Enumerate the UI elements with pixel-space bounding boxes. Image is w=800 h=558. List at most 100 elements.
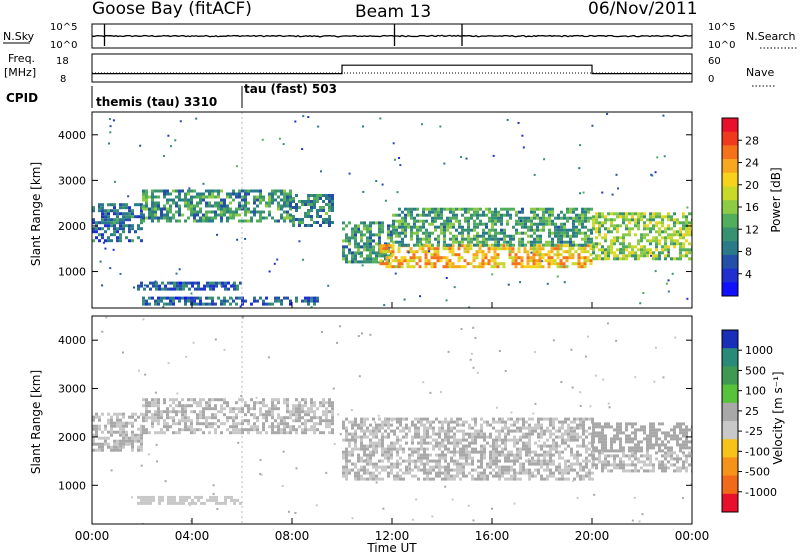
power-cell-5 <box>563 228 566 232</box>
power-cell-1 <box>145 216 148 220</box>
power-cell-5 <box>461 228 464 232</box>
power-cell-1 <box>166 216 169 220</box>
power-cell-4 <box>454 253 458 257</box>
velocity-cell-1 <box>304 419 307 423</box>
power-cell-5 <box>569 240 572 244</box>
power-cell-4 <box>463 247 467 251</box>
velocity-colorbar-segment-3 <box>722 384 738 404</box>
velocity-cell-2 <box>372 447 375 451</box>
velocity-cell-3 <box>673 437 676 441</box>
power-cell-5 <box>548 216 551 220</box>
power-cell-5 <box>578 213 581 217</box>
power-noise-dot <box>143 284 146 287</box>
power-cell-5 <box>542 225 545 229</box>
velocity-cell-2 <box>366 453 369 457</box>
power-cell-4 <box>583 250 587 254</box>
power-cell-4 <box>553 253 557 257</box>
velocity-cell-2 <box>543 417 546 421</box>
velocity-cell-1 <box>283 428 286 432</box>
velocity-cell-4 <box>676 469 679 473</box>
power-cell-6 <box>652 251 655 255</box>
power-cell-5 <box>464 228 467 232</box>
power-cell-5 <box>584 207 587 211</box>
power-cell-4 <box>547 256 551 260</box>
velocity-cell-2 <box>342 453 345 457</box>
power-cell-0 <box>101 221 104 225</box>
velocity-cell-2 <box>582 417 585 421</box>
velocity-cell-1 <box>274 407 277 411</box>
velocity-colorbar-segment-1 <box>722 348 738 367</box>
velocity-cell-3 <box>679 428 682 432</box>
power-cell-1 <box>277 201 280 205</box>
power-cell-6 <box>646 218 649 222</box>
power-cell-5 <box>440 213 443 217</box>
power-cell-3 <box>375 251 378 255</box>
velocity-cell-2 <box>432 465 435 469</box>
velocity-cell-1 <box>214 422 217 426</box>
freq-left-tick-bottom: 8 <box>60 74 66 85</box>
power-cell-6 <box>682 221 685 225</box>
velocity-cell-1 <box>208 425 211 429</box>
velocity-cell-1 <box>232 431 235 435</box>
power-cell-5 <box>494 243 497 247</box>
velocity-cell-3 <box>679 449 682 453</box>
power-cell-6 <box>601 236 604 240</box>
velocity-cell-2 <box>354 432 357 436</box>
power-cell-5 <box>473 207 476 211</box>
velocity-colorbar-tick-label-5: -100 <box>745 445 770 458</box>
velocity-cell-2 <box>366 459 369 463</box>
velocity-cell-1 <box>322 410 325 414</box>
power-noise-dot <box>361 264 364 267</box>
velocity-noise-dot <box>118 447 121 450</box>
power-cell-4 <box>559 262 563 266</box>
power-noise-dot <box>656 156 659 159</box>
power-cell-6 <box>625 212 628 216</box>
power-cell-2 <box>328 203 331 206</box>
velocity-cell-2 <box>567 444 570 448</box>
velocity-cell-2 <box>387 474 390 478</box>
power-cell-2 <box>331 221 334 224</box>
velocity-cell-2 <box>363 423 366 427</box>
velocity-cell-2 <box>366 471 369 475</box>
velocity-cell-3 <box>598 431 601 435</box>
velocity-cell-2 <box>366 447 369 451</box>
velocity-cell-1 <box>154 413 157 417</box>
velocity-cell-2 <box>564 477 567 481</box>
power-cell-6 <box>637 224 640 228</box>
velocity-cell-1 <box>175 398 178 402</box>
velocity-cell-1 <box>223 407 226 411</box>
velocity-cell-2 <box>549 462 552 466</box>
velocity-cell-3 <box>622 431 625 435</box>
power-cell-1 <box>211 189 214 193</box>
velocity-cell-5 <box>149 501 152 505</box>
velocity-cell-1 <box>145 407 148 411</box>
velocity-cell-3 <box>649 440 652 444</box>
velocity-cell-2 <box>546 477 549 481</box>
power-cell-4 <box>520 265 524 269</box>
power-cell-3 <box>342 251 345 255</box>
power-cell-5 <box>500 231 503 235</box>
power-cell-5 <box>521 231 524 235</box>
power-cell-6 <box>616 224 619 228</box>
power-cell-1 <box>265 204 268 208</box>
velocity-cell-2 <box>411 450 414 454</box>
power-cell-4 <box>379 244 383 248</box>
velocity-cell-1 <box>289 410 292 414</box>
power-cell-6 <box>679 227 682 231</box>
power-cell-6 <box>682 227 685 231</box>
power-cell-5 <box>590 231 593 235</box>
power-cell-0 <box>101 233 104 237</box>
velocity-cell-2 <box>378 465 381 469</box>
velocity-cell-3 <box>613 437 616 441</box>
velocity-cell-2 <box>426 441 429 445</box>
power-cell-5 <box>560 210 563 214</box>
power-cell-4 <box>532 253 536 257</box>
velocity-cell-2 <box>576 426 579 430</box>
velocity-cell-3 <box>595 449 598 453</box>
velocity-cell-4 <box>643 454 646 458</box>
power-cell-1 <box>283 198 286 202</box>
velocity-cell-2 <box>462 474 465 478</box>
power-cell-7 <box>212 284 215 288</box>
velocity-noise-dot <box>214 338 217 341</box>
power-cell-5 <box>536 207 539 211</box>
